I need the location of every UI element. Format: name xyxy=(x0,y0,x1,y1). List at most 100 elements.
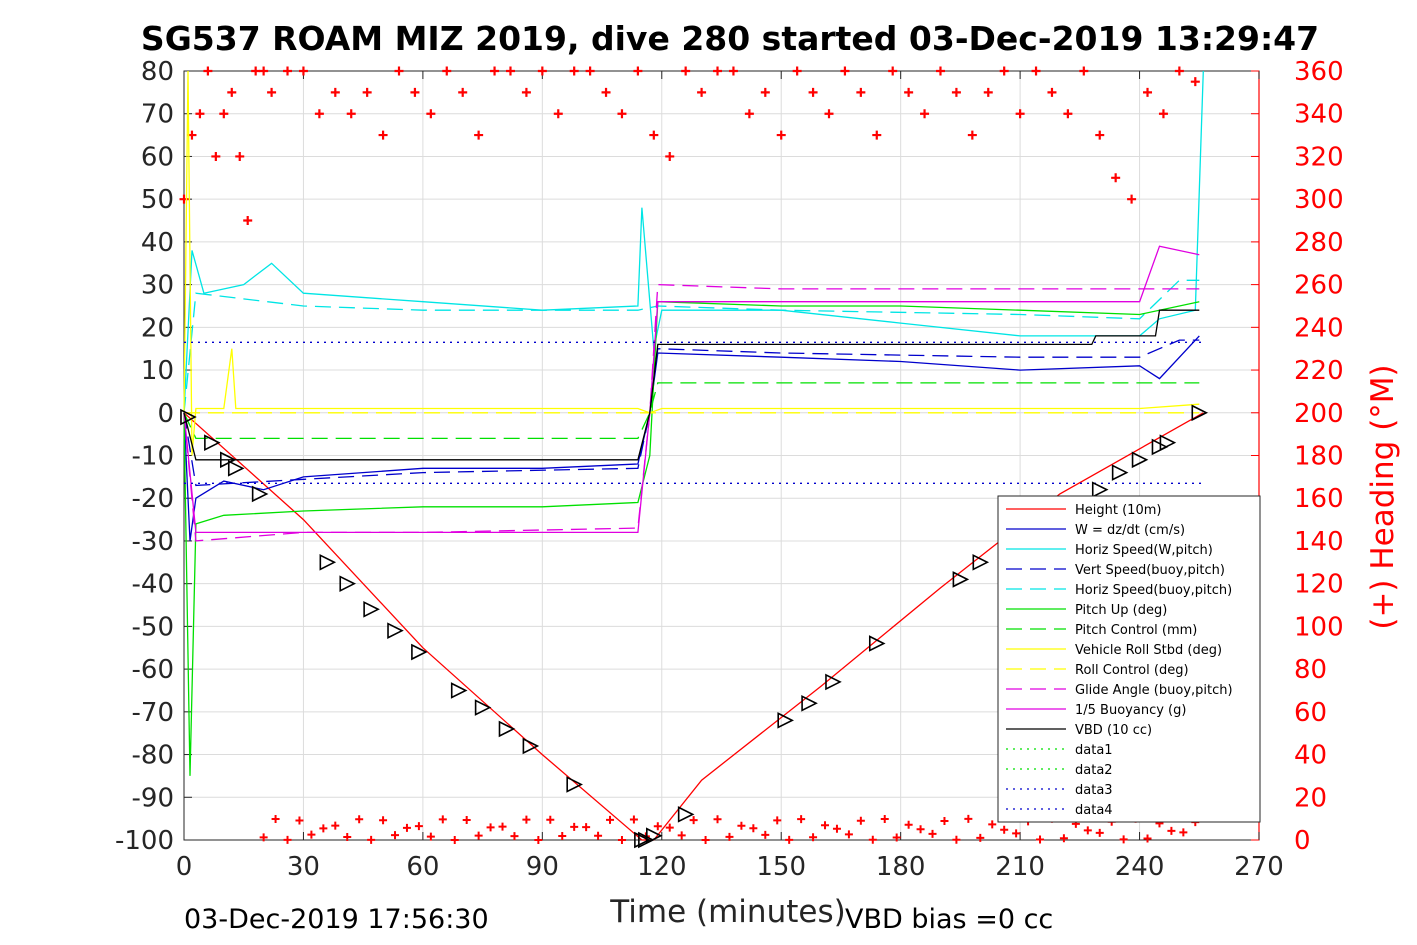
heading-point xyxy=(243,216,253,226)
plot-area: 0 30 60 90 120 150 180 210 240 270-100-90-80-70-6… xyxy=(115,57,1344,882)
heading-point xyxy=(792,66,802,76)
heading-point xyxy=(1047,87,1057,97)
x-tick-label: 90 xyxy=(526,852,559,882)
heading-point xyxy=(976,833,985,842)
heading-point xyxy=(378,130,388,140)
heading-point xyxy=(1190,77,1200,87)
y-left-tick-label: -30 xyxy=(132,527,174,557)
height-marker xyxy=(363,601,380,618)
legend-box xyxy=(997,495,1261,823)
y-right-tick-label: 320 xyxy=(1294,142,1344,172)
heading-point xyxy=(558,832,567,841)
height-marker xyxy=(180,408,197,426)
heading-point xyxy=(553,109,563,119)
heading-point xyxy=(967,130,977,140)
height-marker xyxy=(387,622,404,639)
heading-point xyxy=(935,66,945,76)
y-left-tick-label: 10 xyxy=(141,356,174,386)
heading-point xyxy=(725,832,734,841)
heading-point xyxy=(713,815,722,824)
heading-point xyxy=(689,816,698,825)
legend-label: data3 xyxy=(1075,783,1113,798)
heading-point xyxy=(1083,826,1092,835)
heading-point xyxy=(426,832,435,841)
heading-point xyxy=(283,66,293,76)
heading-point xyxy=(1095,130,1105,140)
heading-point xyxy=(951,87,961,97)
heading-point xyxy=(1036,835,1045,844)
heading-point xyxy=(259,833,268,842)
heading-point xyxy=(426,109,436,119)
heading-point xyxy=(438,815,447,824)
y-left-tick-label: 40 xyxy=(141,228,174,258)
heading-point xyxy=(319,824,328,833)
heading-point xyxy=(521,87,531,97)
y-left-tick-label: -90 xyxy=(132,783,174,813)
heading-point xyxy=(1063,109,1073,119)
y-right-tick-label: 100 xyxy=(1294,612,1344,642)
height-marker xyxy=(204,434,221,451)
series-line xyxy=(183,335,1200,541)
heading-point xyxy=(474,831,483,840)
heading-point xyxy=(582,823,591,832)
heading-point xyxy=(844,830,853,839)
heading-point xyxy=(629,815,638,824)
heading-point xyxy=(964,814,973,823)
height-marker xyxy=(319,554,337,571)
heading-point xyxy=(872,130,882,140)
heading-point xyxy=(235,151,245,161)
heading-point xyxy=(534,835,543,844)
x-axis-label: Time (minutes) xyxy=(609,894,845,930)
heading-point xyxy=(394,66,404,76)
y-right-tick-label: 120 xyxy=(1294,570,1344,600)
heading-point xyxy=(617,835,626,844)
heading-point xyxy=(808,87,818,97)
height-marker xyxy=(411,643,428,661)
height-marker xyxy=(677,806,695,823)
legend-label: Vert Speed(buoy,pitch) xyxy=(1075,563,1225,578)
y-left-tick-label: 50 xyxy=(141,185,174,215)
y-right-tick-label: 300 xyxy=(1294,185,1344,215)
heading-point xyxy=(569,66,579,76)
heading-point xyxy=(952,835,961,844)
heading-point xyxy=(1000,825,1009,834)
heading-point xyxy=(785,835,794,844)
heading-point xyxy=(298,66,308,76)
y-left-tick-label: -50 xyxy=(132,612,174,642)
legend-label: Vehicle Roll Stbd (deg) xyxy=(1075,643,1222,658)
height-marker xyxy=(825,673,842,691)
heading-point xyxy=(1079,66,1089,76)
heading-point xyxy=(259,66,269,76)
heading-point xyxy=(330,87,340,97)
heading-point xyxy=(546,815,555,824)
heading-point xyxy=(414,822,423,831)
heading-point xyxy=(1143,87,1153,97)
y-left-tick-label: 0 xyxy=(157,399,174,429)
heading-point xyxy=(760,87,770,97)
heading-point xyxy=(701,835,710,844)
heading-point xyxy=(983,87,993,97)
heading-point xyxy=(904,87,914,97)
y-right-tick-label: 140 xyxy=(1294,527,1344,557)
height-marker xyxy=(1151,438,1169,456)
height-marker xyxy=(868,635,886,652)
legend-label: Roll Control (deg) xyxy=(1075,663,1189,678)
heading-point xyxy=(570,822,579,831)
heading-point xyxy=(601,87,611,97)
heading-point xyxy=(1095,828,1104,837)
x-tick-label: 30 xyxy=(287,852,320,882)
y-right-tick-label: 240 xyxy=(1294,313,1344,343)
legend-label: W = dz/dt (cm/s) xyxy=(1075,523,1185,538)
heading-point xyxy=(295,816,304,825)
heading-point xyxy=(462,815,471,824)
heading-point xyxy=(227,87,237,97)
heading-point xyxy=(749,824,758,833)
heading-point xyxy=(355,815,364,824)
y-right-tick-label: 180 xyxy=(1294,442,1344,472)
heading-point xyxy=(856,87,866,97)
legend-label: Glide Angle (buoy,pitch) xyxy=(1075,683,1233,698)
height-marker xyxy=(952,571,970,588)
height-marker xyxy=(522,737,540,755)
y-axis-right-label: (+) Heading (°M) xyxy=(1365,364,1401,629)
